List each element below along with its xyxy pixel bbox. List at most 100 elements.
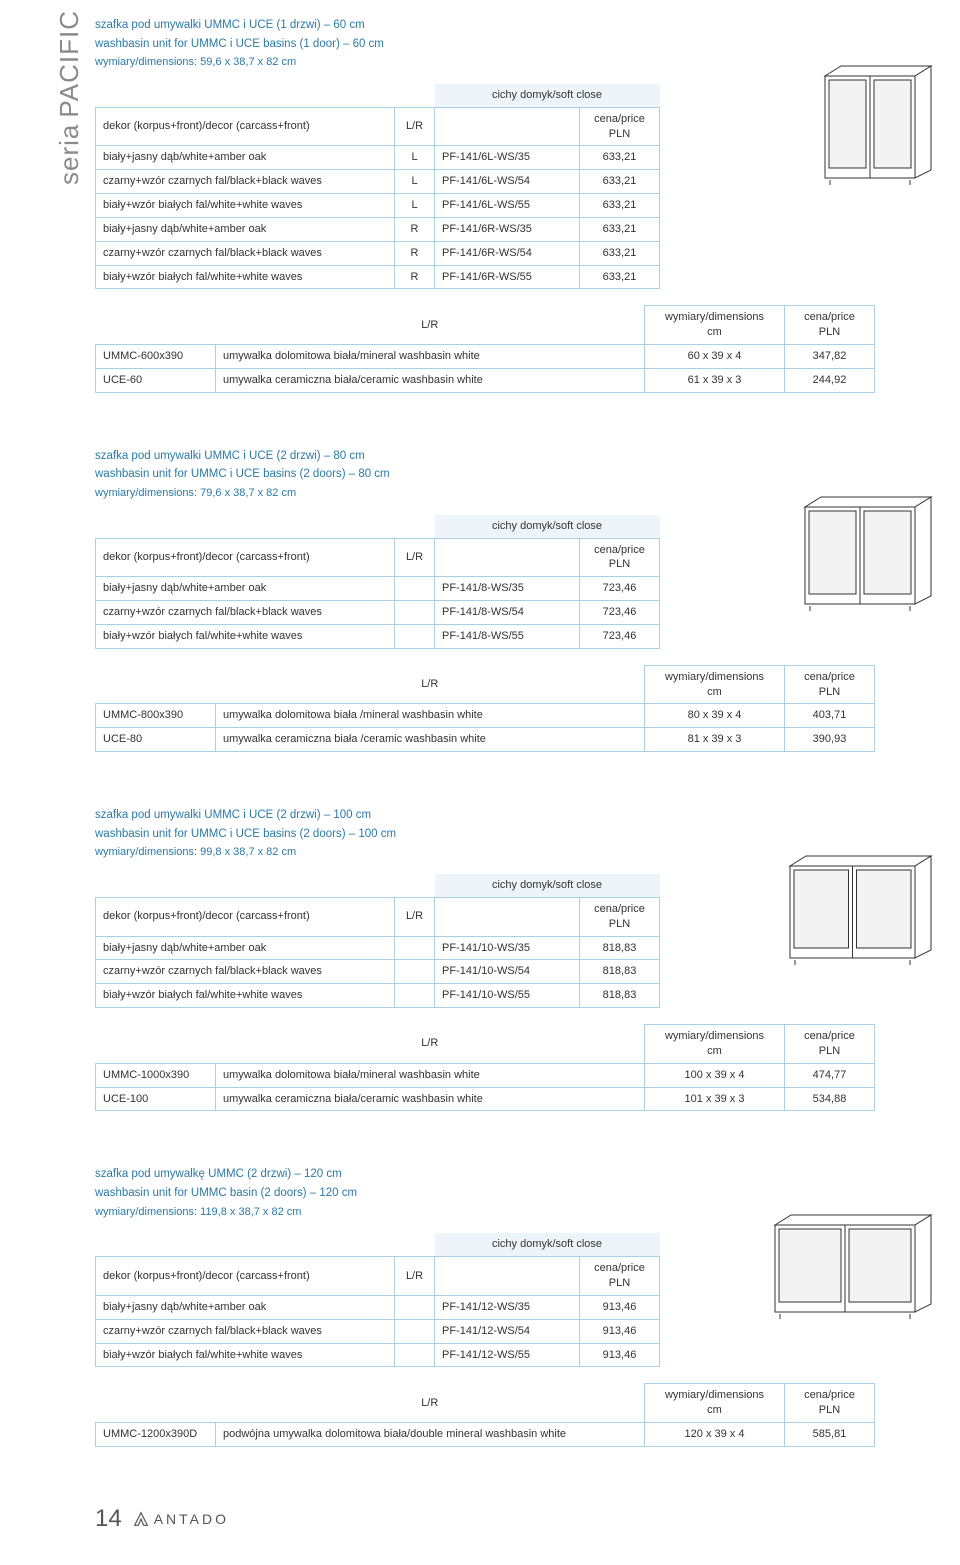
lower-price-header: cena/pricePLN [785, 665, 875, 704]
basins-header-row: L/R wymiary/dimensionscm cena/pricePLN [96, 306, 875, 345]
lr-cell [395, 1295, 435, 1319]
softclose-label: cichy domyk/soft close [435, 84, 660, 107]
basins-table: L/R wymiary/dimensionscm cena/pricePLN U… [95, 1383, 875, 1447]
softclose-header-row: cichy domyk/soft close [96, 874, 660, 897]
product-illustration [820, 58, 940, 193]
lr-header: L/R [395, 897, 435, 936]
variant-row: czarny+wzór czarnych fal/black+black wav… [96, 601, 660, 625]
basins-header-row: L/R wymiary/dimensionscm cena/pricePLN [96, 665, 875, 704]
basin-desc: umywalka dolomitowa biała/mineral washba… [216, 345, 645, 369]
variant-row: biały+wzór białych fal/white+white waves… [96, 1343, 660, 1367]
price-cell: 913,46 [580, 1343, 660, 1367]
lower-price-header: cena/pricePLN [785, 1025, 875, 1064]
decor-cell: biały+wzór białych fal/white+white waves [96, 194, 395, 218]
softclose-label: cichy domyk/soft close [435, 1233, 660, 1256]
variants-table: cichy domyk/soft close dekor (korpus+fro… [95, 515, 660, 649]
basin-row: UMMC-600x390 umywalka dolomitowa biała/m… [96, 345, 875, 369]
lr-header: L/R [395, 538, 435, 577]
ref-cell: PF-141/6L-WS/54 [435, 170, 580, 194]
basin-price: 474,77 [785, 1063, 875, 1087]
basin-row: UMMC-800x390 umywalka dolomitowa biała /… [96, 704, 875, 728]
product-section: szafka pod umywalki UMMC i UCE (1 drzwi)… [95, 18, 930, 393]
variants-table: cichy domyk/soft close dekor (korpus+fro… [95, 874, 660, 1008]
lower-price-header: cena/pricePLN [785, 1384, 875, 1423]
softclose-header-row: cichy domyk/soft close [96, 84, 660, 107]
ref-header [435, 538, 580, 577]
decor-cell: biały+wzór białych fal/white+white waves [96, 984, 395, 1008]
price-cell: 633,21 [580, 265, 660, 289]
lr-cell: L [395, 146, 435, 170]
decor-cell: biały+jasny dąb/white+amber oak [96, 1295, 395, 1319]
lr-cell [395, 601, 435, 625]
section-title-pl: szafka pod umywalki UMMC i UCE (1 drzwi)… [95, 18, 930, 34]
cabinet-illustration [785, 848, 940, 968]
section-title-en: washbasin unit for UMMC basin (2 doors) … [95, 1186, 930, 1202]
basin-code: UCE-60 [96, 369, 216, 393]
basin-dims: 101 x 39 x 3 [645, 1087, 785, 1111]
series-side-label: seriaPACIFIC [52, 10, 87, 185]
variants-table: cichy domyk/soft close dekor (korpus+fro… [95, 1233, 660, 1367]
cabinet-illustration [770, 1207, 940, 1322]
price-cell: 818,83 [580, 936, 660, 960]
product-illustration [785, 848, 940, 973]
ref-cell: PF-141/8-WS/54 [435, 601, 580, 625]
basin-price: 347,82 [785, 345, 875, 369]
basin-desc: umywalka ceramiczna biała/ceramic washba… [216, 369, 645, 393]
price-cell: 633,21 [580, 217, 660, 241]
basin-price: 403,71 [785, 704, 875, 728]
price-cell: 723,46 [580, 601, 660, 625]
variant-row: biały+jasny dąb/white+amber oak L PF-141… [96, 146, 660, 170]
basin-dims: 61 x 39 x 3 [645, 369, 785, 393]
cabinet-illustration [800, 489, 940, 614]
variant-row: biały+wzór białych fal/white+white waves… [96, 265, 660, 289]
basin-dims: 100 x 39 x 4 [645, 1063, 785, 1087]
decor-cell: biały+jasny dąb/white+amber oak [96, 577, 395, 601]
variants-header-row: dekor (korpus+front)/decor (carcass+fron… [96, 1257, 660, 1296]
brand-text: ANTADO [154, 1510, 229, 1529]
basin-code: UMMC-1000x390 [96, 1063, 216, 1087]
basin-row: UMMC-1000x390 umywalka dolomitowa biała/… [96, 1063, 875, 1087]
lr-cell [395, 1343, 435, 1367]
section-title-pl: szafka pod umywalki UMMC i UCE (2 drzwi)… [95, 808, 930, 824]
catalog-page: seriaPACIFIC szafka pod umywalki UMMC i … [0, 0, 960, 1565]
lr-cell [395, 936, 435, 960]
ref-cell: PF-141/6R-WS/35 [435, 217, 580, 241]
variant-row: biały+jasny dąb/white+amber oak PF-141/1… [96, 936, 660, 960]
decor-cell: biały+wzór białych fal/white+white waves [96, 624, 395, 648]
basin-dims: 60 x 39 x 4 [645, 345, 785, 369]
basin-code: UMMC-1200x390D [96, 1423, 216, 1447]
basin-price: 534,88 [785, 1087, 875, 1111]
ref-header [435, 897, 580, 936]
variant-row: czarny+wzór czarnych fal/black+black wav… [96, 170, 660, 194]
basin-code: UMMC-800x390 [96, 704, 216, 728]
decor-header: dekor (korpus+front)/decor (carcass+fron… [96, 107, 395, 146]
ref-cell: PF-141/12-WS/55 [435, 1343, 580, 1367]
basin-dims: 80 x 39 x 4 [645, 704, 785, 728]
basin-code: UCE-100 [96, 1087, 216, 1111]
decor-cell: biały+jasny dąb/white+amber oak [96, 146, 395, 170]
price-cell: 913,46 [580, 1295, 660, 1319]
softclose-header-row: cichy domyk/soft close [96, 515, 660, 538]
ref-cell: PF-141/6R-WS/55 [435, 265, 580, 289]
ref-cell: PF-141/6L-WS/35 [435, 146, 580, 170]
variant-row: biały+wzór białych fal/white+white waves… [96, 624, 660, 648]
variant-row: biały+jasny dąb/white+amber oak PF-141/1… [96, 1295, 660, 1319]
lr-cell: R [395, 241, 435, 265]
lower-lr-header: L/R [216, 1025, 645, 1064]
lower-lr-header: L/R [216, 1384, 645, 1423]
lower-lr-header: L/R [216, 665, 645, 704]
price-cell: 818,83 [580, 984, 660, 1008]
lr-cell: L [395, 170, 435, 194]
series-prefix: seria [54, 124, 84, 185]
lower-lr-header: L/R [216, 306, 645, 345]
ref-cell: PF-141/10-WS/55 [435, 984, 580, 1008]
lr-cell [395, 577, 435, 601]
price-header: cena/pricePLN [580, 107, 660, 146]
section-title-en: washbasin unit for UMMC i UCE basins (2 … [95, 827, 930, 843]
product-section: szafka pod umywalki UMMC i UCE (2 drzwi)… [95, 808, 930, 1111]
variant-row: czarny+wzór czarnych fal/black+black wav… [96, 960, 660, 984]
basin-desc: podwójna umywalka dolomitowa biała/doubl… [216, 1423, 645, 1447]
price-header: cena/pricePLN [580, 538, 660, 577]
price-cell: 633,21 [580, 241, 660, 265]
basin-price: 390,93 [785, 728, 875, 752]
